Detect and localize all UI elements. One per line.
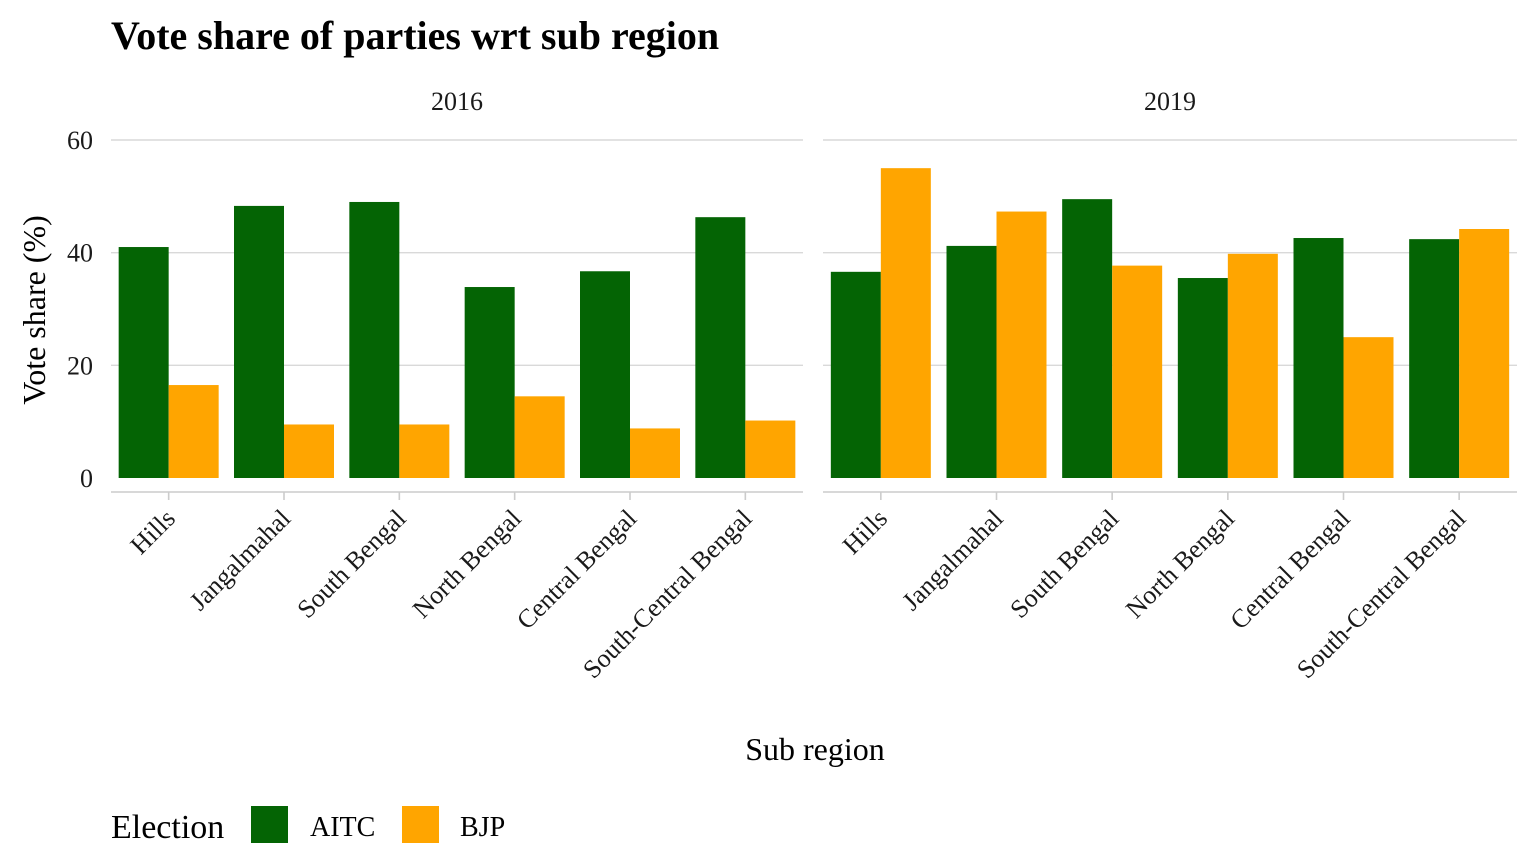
- bar-bjp-2016-south-bengal: [399, 424, 450, 478]
- bar-bjp-2019-south-central-bengal: [1459, 229, 1510, 478]
- facet-label: 2016: [431, 87, 483, 116]
- bar-bjp-2016-south-central-bengal: [745, 420, 796, 478]
- bar-aitc-2019-hills: [830, 271, 881, 478]
- bar-aitc-2016-south-central-bengal: [695, 217, 746, 478]
- bar-bjp-2016-jangalmahal: [284, 424, 334, 478]
- bar-aitc-2016-jangalmahal: [234, 205, 284, 478]
- legend-label-aitc: AITC: [310, 812, 375, 843]
- bar-aitc-2019-north-bengal: [1177, 278, 1228, 478]
- bar-aitc-2019-south-bengal: [1062, 199, 1113, 478]
- bar-bjp-2019-hills: [880, 168, 931, 478]
- x-tick-label: South Bengal: [291, 504, 411, 624]
- legend: Election AITC BJP: [111, 806, 505, 846]
- bar-aitc-2016-north-bengal: [464, 287, 515, 478]
- bar-aitc-2016-hills: [118, 247, 169, 478]
- bar-aitc-2019-south-central-bengal: [1409, 239, 1460, 478]
- x-tick-label: Jangalmahal: [184, 504, 296, 616]
- legend-key-aitc: [251, 806, 288, 843]
- y-tick-label: 0: [80, 464, 93, 493]
- bar-bjp-2019-north-bengal: [1227, 253, 1278, 478]
- legend-title: Election: [111, 809, 224, 846]
- bar-aitc-2016-central-bengal: [580, 271, 630, 478]
- bar-bjp-2016-north-bengal: [514, 396, 565, 478]
- x-tick-label: North Bengal: [407, 504, 527, 624]
- bar-bjp-2016-hills: [168, 385, 219, 478]
- bar-bjp-2019-central-bengal: [1343, 337, 1394, 478]
- y-axis-title: Vote share (%): [16, 215, 52, 405]
- x-tick-label: North Bengal: [1120, 504, 1240, 624]
- legend-key-bjp: [402, 806, 439, 843]
- facet-label: 2019: [1144, 87, 1196, 116]
- bar-bjp-2019-jangalmahal: [996, 211, 1047, 478]
- x-tick-label: South Bengal: [1004, 504, 1124, 624]
- x-tick-label: Hills: [125, 504, 181, 560]
- bar-aitc-2019-jangalmahal: [946, 245, 997, 478]
- y-tick-label: 60: [67, 126, 93, 155]
- x-tick-label: Jangalmahal: [896, 504, 1008, 616]
- bar-bjp-2016-central-bengal: [630, 428, 680, 478]
- legend-label-bjp: BJP: [460, 812, 505, 843]
- chart-title: Vote share of parties wrt sub region: [111, 13, 719, 58]
- bar-aitc-2019-central-bengal: [1293, 238, 1344, 478]
- x-tick-label: Hills: [837, 504, 893, 560]
- y-tick-label: 20: [67, 351, 93, 380]
- y-tick-label: 40: [67, 239, 93, 268]
- x-tick-label: Central Bengal: [1224, 504, 1355, 635]
- x-axis-title: Sub region: [745, 731, 885, 767]
- bar-aitc-2016-south-bengal: [349, 201, 400, 478]
- bar-bjp-2019-south-bengal: [1112, 265, 1163, 478]
- x-tick-label: Central Bengal: [511, 504, 642, 635]
